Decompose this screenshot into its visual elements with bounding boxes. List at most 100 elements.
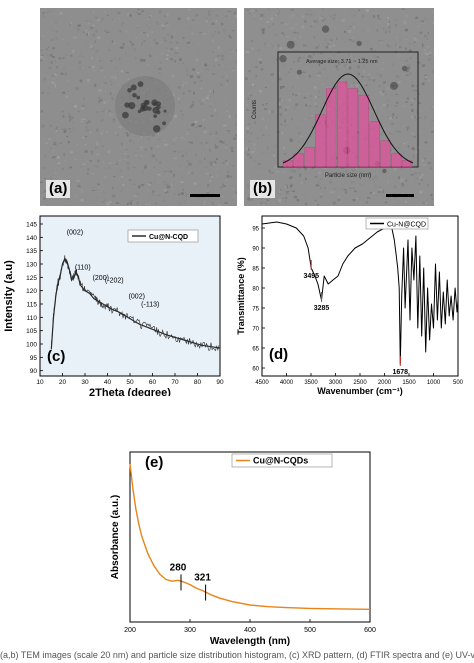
tem-grain [408,49,412,52]
tem-grain [361,14,365,16]
tem-grain [393,177,397,181]
tem-grain [363,70,365,74]
tem-grain [351,23,356,25]
tem-grain [380,133,383,136]
tem-grain [209,137,213,140]
tem-grain [41,191,45,194]
tem-grain [215,146,218,149]
tem-grain [257,49,261,52]
tem-grain [280,21,284,24]
nanoparticle [132,93,137,98]
x-tick-label: 300 [184,627,196,634]
tem-grain [40,113,43,116]
tem-grain [178,87,180,89]
xrd-chart: 10 20 30 40 50 60 70 80 90 90 95 100 105 110 115 120 125… [0,208,234,399]
tem-grain [82,163,86,165]
tem-grain [424,74,427,76]
tem-grain [67,79,69,82]
tem-grain [430,118,434,121]
tem-grain [351,40,356,43]
tem-grain [424,141,428,144]
tem-grain [179,85,182,87]
tem-grain [203,203,206,205]
tem-grain [40,55,44,58]
tem-grain [264,42,266,46]
tem-grain [56,66,58,69]
tem-grain [382,190,385,194]
peak-label: (-113) [141,302,159,309]
tem-grain [353,53,355,55]
tem-grain [149,54,152,58]
tem-grain [53,41,55,45]
tem-grain [338,74,341,76]
tem-grain [199,32,202,34]
tem-grain [270,73,274,76]
peak-label: (200) [93,275,109,282]
tem-grain [138,139,141,141]
tem-grain [173,193,175,195]
tem-grain [191,32,195,35]
tem-grain [415,85,419,87]
tem-grain [352,35,354,39]
tem-grain [325,129,327,132]
tem-grain [419,190,423,194]
tem-grain [388,127,391,131]
tem-grain [113,89,115,93]
tem-grain [74,26,77,29]
tem-grain [249,12,251,14]
tem-grain [345,170,348,173]
tem-grain [203,126,206,130]
tem-grain [340,48,343,50]
tem-grain [289,177,292,180]
tem-grain [320,187,322,189]
tem-grain [356,184,360,188]
tem-grain [385,104,388,107]
tem-grain [329,45,332,48]
tem-grain [98,89,102,92]
tem-grain [225,75,228,78]
tem-grain [123,172,127,174]
tem-grain [244,138,247,141]
tem-grain [284,119,286,123]
tem-grain [65,54,68,56]
tem-grain [144,165,147,169]
tem-grain [316,60,319,64]
tem-grain [80,165,83,169]
tem-grain [281,131,284,135]
tem-grain [325,87,329,90]
tem-grain [276,130,278,133]
tem-grain [248,93,250,95]
tem-grain [96,19,100,22]
tem-grain [123,203,125,206]
tem-grain [52,13,56,15]
tem-grain [99,59,102,62]
tem-grain [319,203,322,205]
tem-grain [308,192,311,196]
tem-grain [200,69,204,73]
tem-grain [48,26,50,28]
tem-grain [415,89,418,92]
tem-grain [322,187,324,190]
tem-grain [180,180,184,183]
tem-grain [66,135,69,138]
tem-grain [310,75,312,78]
tem-grain [348,174,352,176]
tem-grain [43,167,46,169]
tem-grain [55,37,58,40]
tem-grain [156,145,160,148]
tem-grain [205,142,209,144]
tem-grain [210,114,214,117]
tem-grain [431,99,434,102]
y-tick-label: 120 [26,288,37,295]
legend-box [127,229,199,243]
tem-grain [123,158,126,160]
histogram-bar [293,153,304,168]
tem-grain [343,41,346,43]
tem-grain [382,85,385,88]
x-axis-label: 2Theta (degree) [89,387,171,396]
tem-grain [152,190,155,193]
tem-grain [407,64,411,68]
tem-grain [385,31,387,34]
tem-grain [206,144,209,148]
tem-grain [406,36,408,38]
